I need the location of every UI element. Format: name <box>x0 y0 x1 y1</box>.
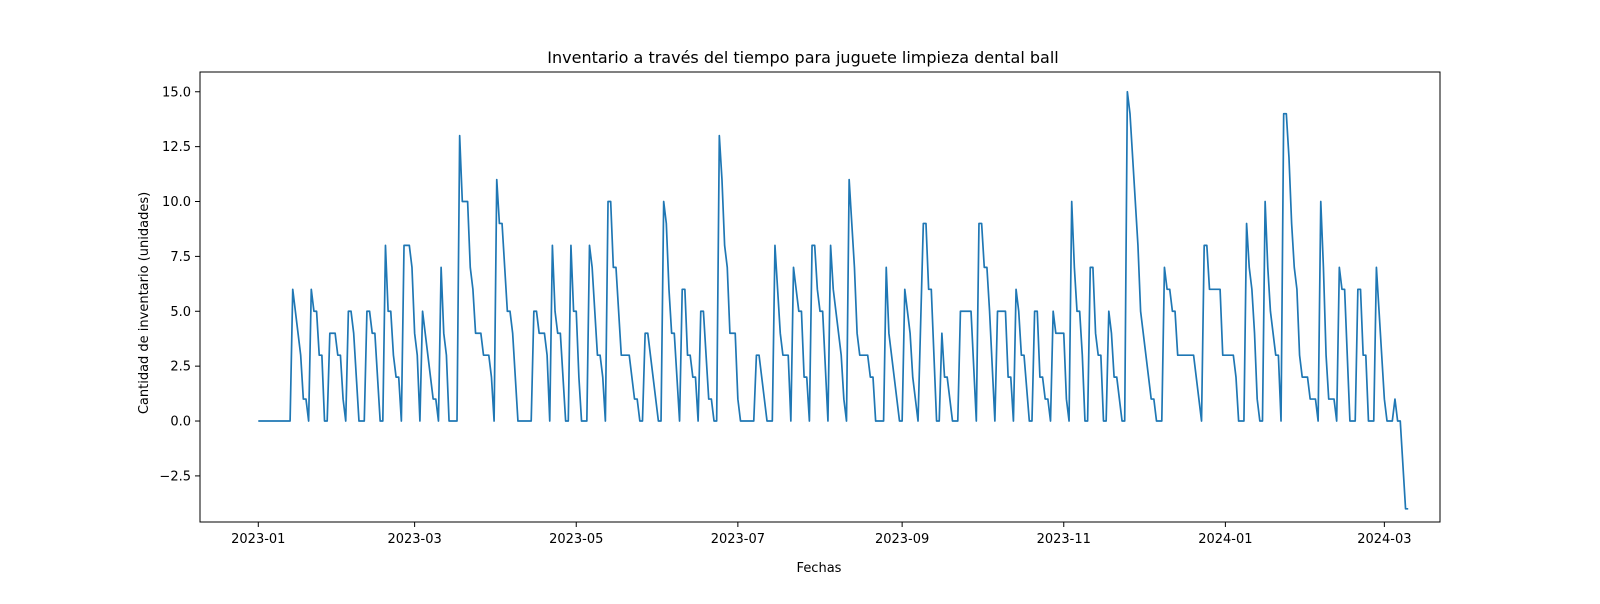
x-tick-label: 2023-05 <box>549 532 603 547</box>
plot-area-frame <box>199 71 1441 523</box>
y-tick-label: 10.0 <box>162 195 191 210</box>
x-tick-label: 2023-07 <box>711 532 765 547</box>
x-axis: 2023-01 2023-03 2023-05 2023-07 2023-09 2023-… <box>231 522 1412 547</box>
x-tick-label: 2024-01 <box>1198 532 1252 547</box>
y-tick-label: 0.0 <box>170 415 191 430</box>
y-tick-label: 5.0 <box>170 305 191 320</box>
y-axis: −2.5 0.0 2.5 5.0 7.5 10.0 12.5 15.0 <box>159 85 200 484</box>
series-layer <box>258 90 1409 510</box>
x-tick-label: 2023-11 <box>1037 532 1091 547</box>
x-tick-label: 2023-09 <box>875 532 929 547</box>
x-axis-label: Fechas <box>797 561 842 576</box>
chart-title: Inventario a través del tiempo para jugu… <box>547 48 1058 67</box>
y-tick-label: −2.5 <box>159 469 191 484</box>
y-axis-label: Cantidad de inventario (unidades) <box>137 192 152 414</box>
y-tick-label: 12.5 <box>162 140 191 155</box>
x-tick-label: 2024-03 <box>1357 532 1411 547</box>
y-tick-label: 15.0 <box>162 85 191 100</box>
x-tick-label: 2023-03 <box>387 532 441 547</box>
y-tick-label: 7.5 <box>170 250 191 265</box>
x-tick-label: 2023-01 <box>231 532 285 547</box>
series-line-0 <box>258 90 1409 510</box>
y-tick-label: 2.5 <box>170 360 191 375</box>
